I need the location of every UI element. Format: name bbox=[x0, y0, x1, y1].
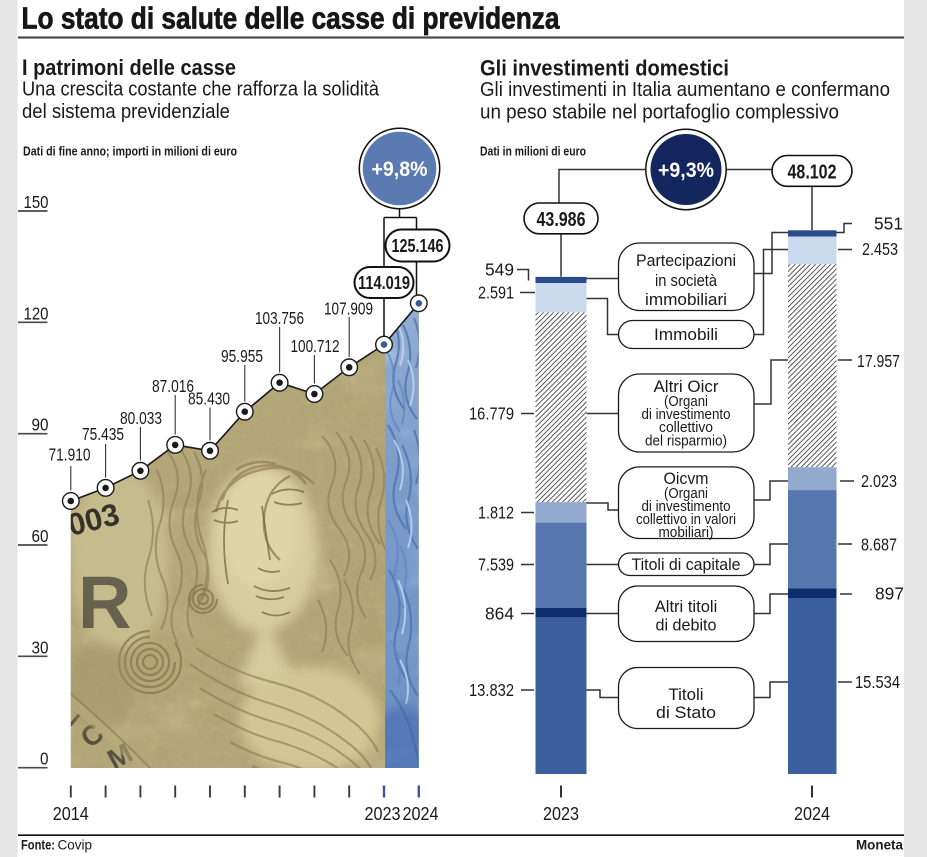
svg-text:897: 897 bbox=[875, 584, 904, 604]
svg-text:+9,8%: +9,8% bbox=[372, 157, 428, 181]
svg-text:2014: 2014 bbox=[53, 804, 89, 824]
svg-text:107.909: 107.909 bbox=[324, 299, 373, 319]
svg-text:60: 60 bbox=[32, 526, 49, 546]
svg-text:Dati di fine anno; importi in: Dati di fine anno; importi in milioni di… bbox=[23, 144, 237, 159]
svg-text:Partecipazioni: Partecipazioni bbox=[636, 252, 736, 270]
svg-text:collettivo in valori: collettivo in valori bbox=[636, 512, 736, 528]
svg-text:Altri titoli: Altri titoli bbox=[655, 598, 718, 616]
svg-text:7.539: 7.539 bbox=[478, 555, 514, 575]
svg-text:+9,3%: +9,3% bbox=[658, 158, 714, 182]
svg-text:80.033: 80.033 bbox=[120, 408, 162, 428]
svg-text:100.712: 100.712 bbox=[291, 336, 340, 356]
svg-text:13.832: 13.832 bbox=[469, 680, 514, 700]
svg-text:Lo stato di salute delle casse: Lo stato di salute delle casse di previd… bbox=[22, 1, 561, 36]
svg-text:2023: 2023 bbox=[543, 804, 579, 824]
svg-text:2024: 2024 bbox=[403, 804, 439, 824]
svg-text:125.146: 125.146 bbox=[392, 236, 444, 256]
svg-text:(Organi: (Organi bbox=[664, 394, 708, 410]
svg-text:16.779: 16.779 bbox=[469, 404, 514, 424]
svg-text:8.687: 8.687 bbox=[861, 535, 897, 555]
svg-text:di investimento: di investimento bbox=[642, 499, 731, 515]
svg-text:1.812: 1.812 bbox=[478, 503, 514, 523]
svg-text:90: 90 bbox=[32, 415, 49, 435]
svg-text:2024: 2024 bbox=[794, 804, 830, 824]
svg-text:Titoli: Titoli bbox=[669, 686, 704, 704]
svg-text:2.591: 2.591 bbox=[478, 283, 514, 303]
svg-text:Immobili: Immobili bbox=[654, 326, 718, 344]
svg-text:immobiliari: immobiliari bbox=[645, 291, 727, 309]
svg-text:551: 551 bbox=[874, 214, 903, 234]
svg-text:Dati in milioni di euro: Dati in milioni di euro bbox=[480, 144, 586, 159]
svg-text:85.430: 85.430 bbox=[188, 389, 230, 409]
svg-text:87.016: 87.016 bbox=[152, 376, 194, 396]
svg-text:collettivo: collettivo bbox=[659, 420, 713, 436]
svg-text:I patrimoni delle casse: I patrimoni delle casse bbox=[22, 55, 236, 80]
svg-text:95.955: 95.955 bbox=[221, 346, 263, 366]
svg-text:Una crescita costante che raff: Una crescita costante che rafforza la so… bbox=[22, 78, 380, 101]
svg-text:mobiliari): mobiliari) bbox=[659, 525, 714, 541]
svg-text:del sistema previdenziale: del sistema previdenziale bbox=[22, 100, 230, 123]
svg-text:75.435: 75.435 bbox=[82, 424, 124, 444]
svg-text:Fonte:: Fonte: bbox=[21, 837, 55, 853]
svg-text:Altri Oicr: Altri Oicr bbox=[654, 378, 720, 396]
svg-text:549: 549 bbox=[485, 260, 514, 280]
svg-text:2023: 2023 bbox=[365, 804, 401, 824]
svg-text:71.910: 71.910 bbox=[49, 445, 91, 465]
svg-text:120: 120 bbox=[24, 303, 49, 323]
svg-text:0: 0 bbox=[40, 749, 49, 769]
svg-text:114.019: 114.019 bbox=[358, 273, 410, 293]
svg-text:Moneta: Moneta bbox=[856, 837, 903, 853]
svg-text:Gli investimenti in Italia aum: Gli investimenti in Italia aumentano e c… bbox=[480, 78, 890, 101]
svg-text:(Organi: (Organi bbox=[664, 486, 708, 502]
svg-text:17.957: 17.957 bbox=[857, 351, 900, 371]
svg-text:di Stato: di Stato bbox=[656, 704, 716, 722]
svg-text:30: 30 bbox=[32, 637, 49, 657]
svg-text:Covip: Covip bbox=[58, 837, 93, 853]
svg-text:un peso stabile nel portafogli: un peso stabile nel portafoglio compless… bbox=[480, 101, 839, 124]
svg-text:Gli investimenti domestici: Gli investimenti domestici bbox=[480, 56, 729, 81]
svg-text:864: 864 bbox=[485, 604, 514, 624]
svg-text:15.534: 15.534 bbox=[855, 672, 900, 692]
svg-text:di debito: di debito bbox=[656, 617, 717, 635]
svg-text:43.986: 43.986 bbox=[537, 209, 586, 231]
svg-text:Oicvm: Oicvm bbox=[664, 470, 709, 488]
svg-text:R: R bbox=[78, 561, 131, 644]
svg-text:150: 150 bbox=[24, 192, 49, 212]
svg-text:Titoli di capitale: Titoli di capitale bbox=[632, 556, 741, 574]
svg-text:48.102: 48.102 bbox=[788, 162, 837, 184]
svg-text:in società: in società bbox=[655, 272, 718, 290]
svg-text:103.756: 103.756 bbox=[255, 308, 304, 328]
svg-text:2.453: 2.453 bbox=[862, 239, 898, 259]
svg-text:2.023: 2.023 bbox=[861, 471, 897, 491]
svg-text:di investimento: di investimento bbox=[642, 407, 731, 423]
svg-text:del risparmio): del risparmio) bbox=[645, 434, 727, 450]
